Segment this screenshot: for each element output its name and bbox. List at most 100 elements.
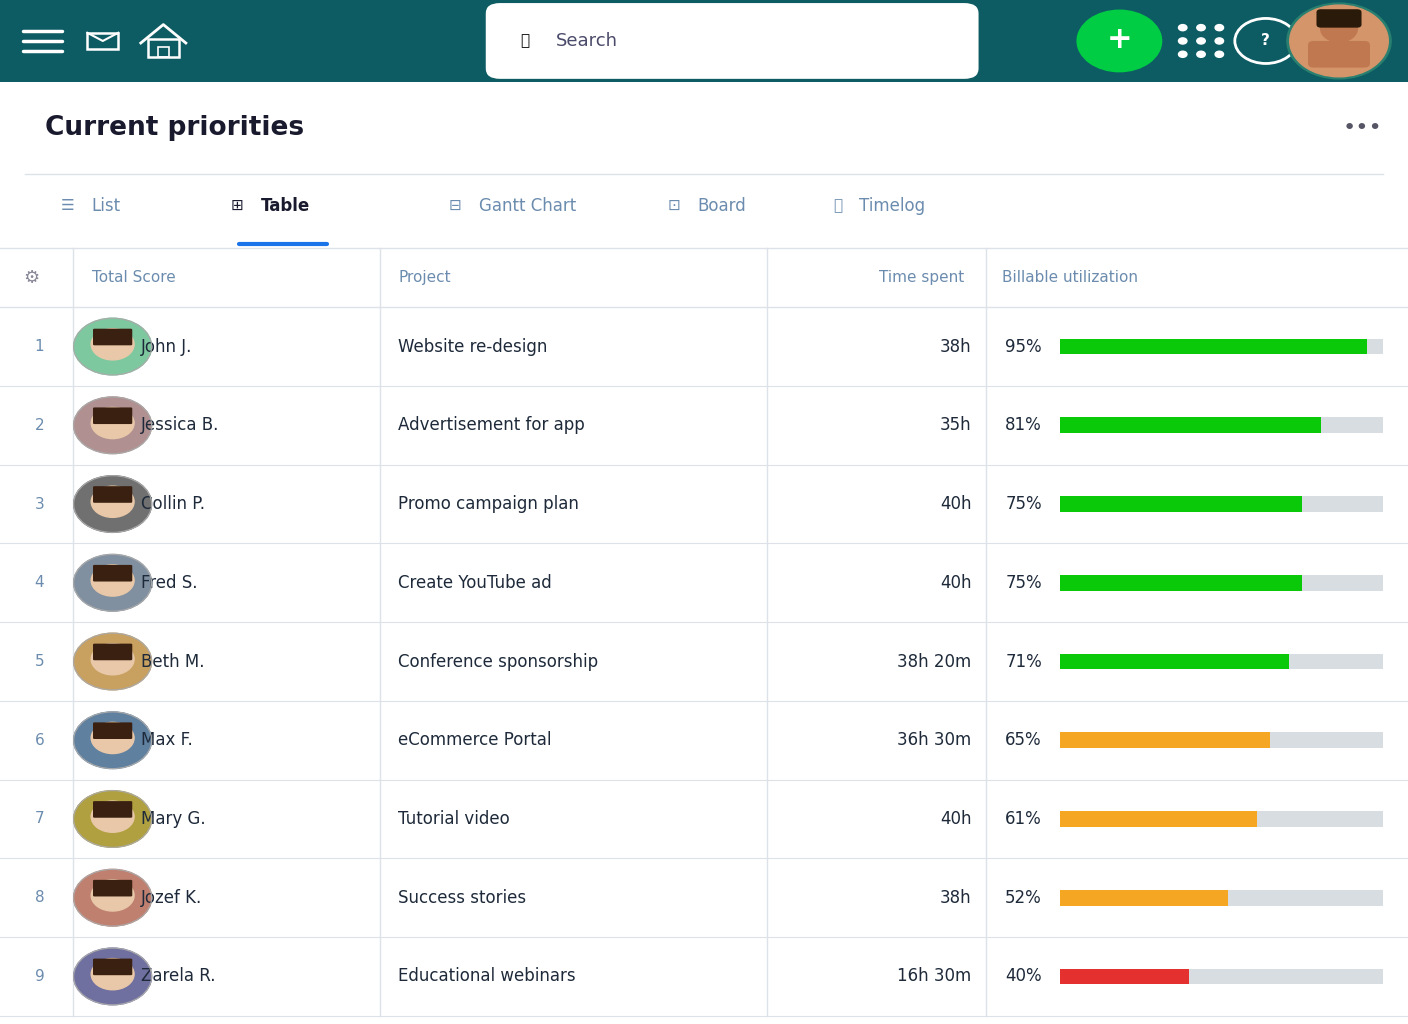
- Text: ⊟: ⊟: [449, 199, 462, 213]
- Bar: [158, 47, 169, 57]
- Text: ⊞: ⊞: [231, 199, 244, 213]
- Circle shape: [92, 565, 134, 596]
- Text: Jozef K.: Jozef K.: [141, 889, 203, 906]
- Circle shape: [92, 880, 134, 911]
- Circle shape: [73, 397, 152, 454]
- Text: 40h: 40h: [941, 573, 972, 592]
- FancyBboxPatch shape: [93, 565, 132, 582]
- Bar: [1060, 497, 1383, 512]
- Text: 7: 7: [35, 811, 44, 826]
- Text: 4: 4: [35, 575, 44, 590]
- Bar: [1060, 418, 1321, 433]
- Bar: [1060, 574, 1302, 591]
- Text: 38h: 38h: [941, 338, 972, 355]
- Text: 81%: 81%: [1005, 417, 1042, 434]
- Circle shape: [1290, 5, 1388, 77]
- Text: 75%: 75%: [1005, 495, 1042, 513]
- Bar: [1060, 811, 1383, 826]
- Bar: [1060, 339, 1383, 354]
- Text: Conference sponsorship: Conference sponsorship: [398, 652, 598, 671]
- Circle shape: [73, 554, 152, 611]
- Text: 38h: 38h: [941, 889, 972, 906]
- Text: Zarela R.: Zarela R.: [141, 968, 215, 985]
- Text: Project: Project: [398, 270, 451, 285]
- Text: Total Score: Total Score: [92, 270, 175, 285]
- FancyBboxPatch shape: [93, 408, 132, 424]
- Bar: [1060, 811, 1257, 826]
- Text: 6: 6: [35, 733, 44, 748]
- Text: 1: 1: [35, 339, 44, 354]
- Text: 2: 2: [35, 418, 44, 433]
- Circle shape: [1215, 25, 1224, 31]
- Bar: [1060, 890, 1383, 905]
- FancyBboxPatch shape: [1308, 41, 1370, 68]
- Bar: [1060, 890, 1228, 905]
- FancyBboxPatch shape: [1316, 9, 1362, 28]
- Text: Billable utilization: Billable utilization: [1002, 270, 1139, 285]
- Text: 9: 9: [35, 969, 44, 984]
- FancyBboxPatch shape: [93, 958, 132, 975]
- Text: Gantt Chart: Gantt Chart: [479, 197, 576, 215]
- Circle shape: [73, 712, 152, 769]
- Text: 65%: 65%: [1005, 731, 1042, 750]
- Bar: [1060, 653, 1383, 670]
- Text: Create YouTube ad: Create YouTube ad: [398, 573, 552, 592]
- Text: Beth M.: Beth M.: [141, 652, 204, 671]
- Circle shape: [1077, 10, 1162, 72]
- Bar: [1060, 497, 1302, 512]
- FancyBboxPatch shape: [93, 880, 132, 896]
- Bar: [1060, 574, 1383, 591]
- Text: Educational webinars: Educational webinars: [398, 968, 576, 985]
- Text: 8: 8: [35, 890, 44, 905]
- Circle shape: [73, 633, 152, 690]
- Text: 95%: 95%: [1005, 338, 1042, 355]
- Circle shape: [92, 408, 134, 438]
- Bar: [1060, 969, 1383, 984]
- Text: ?: ?: [1262, 34, 1270, 48]
- Circle shape: [73, 948, 152, 1005]
- FancyBboxPatch shape: [93, 801, 132, 818]
- Bar: [1060, 339, 1367, 354]
- Text: Collin P.: Collin P.: [141, 495, 204, 513]
- Text: Jessica B.: Jessica B.: [141, 417, 220, 434]
- Bar: [1060, 732, 1383, 749]
- Text: 3: 3: [35, 497, 44, 512]
- Text: 40%: 40%: [1005, 968, 1042, 985]
- Text: Timelog: Timelog: [859, 197, 925, 215]
- Bar: [1060, 969, 1190, 984]
- Text: Advertisement for app: Advertisement for app: [398, 417, 586, 434]
- Circle shape: [92, 958, 134, 990]
- FancyBboxPatch shape: [93, 329, 132, 345]
- Text: 38h 20m: 38h 20m: [897, 652, 972, 671]
- Text: Current priorities: Current priorities: [45, 115, 304, 141]
- Circle shape: [73, 476, 152, 532]
- Text: 36h 30m: 36h 30m: [897, 731, 972, 750]
- Text: John J.: John J.: [141, 338, 191, 355]
- Circle shape: [92, 329, 134, 359]
- FancyBboxPatch shape: [486, 3, 979, 79]
- Text: •••: •••: [1343, 118, 1383, 138]
- Text: 52%: 52%: [1005, 889, 1042, 906]
- Circle shape: [73, 869, 152, 926]
- Text: 61%: 61%: [1005, 810, 1042, 828]
- Bar: [1060, 653, 1290, 670]
- FancyBboxPatch shape: [93, 486, 132, 503]
- Text: ⚙: ⚙: [23, 268, 39, 287]
- Text: Time spent: Time spent: [879, 270, 964, 285]
- Text: Fred S.: Fred S.: [141, 573, 197, 592]
- Text: Website re-design: Website re-design: [398, 338, 548, 355]
- Text: 🔍: 🔍: [521, 34, 529, 48]
- Text: Success stories: Success stories: [398, 889, 527, 906]
- Circle shape: [1321, 15, 1357, 42]
- Bar: [1060, 418, 1383, 433]
- Text: 35h: 35h: [941, 417, 972, 434]
- Text: Search: Search: [556, 32, 618, 50]
- Circle shape: [1287, 3, 1391, 79]
- Circle shape: [92, 722, 134, 754]
- Circle shape: [1197, 38, 1205, 44]
- Text: ⊡: ⊡: [667, 199, 680, 213]
- Text: Tutorial video: Tutorial video: [398, 810, 510, 828]
- Circle shape: [1178, 38, 1187, 44]
- Circle shape: [73, 791, 152, 847]
- Circle shape: [1215, 38, 1224, 44]
